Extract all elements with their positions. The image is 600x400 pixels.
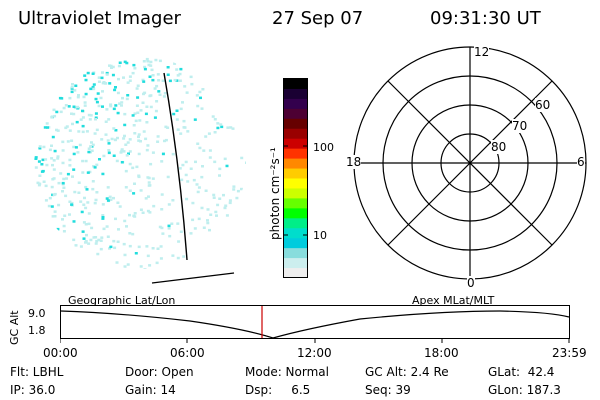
colorbar — [283, 78, 308, 278]
door-status: Door: Open — [125, 365, 194, 379]
date-label: 27 Sep 07 — [272, 8, 364, 29]
left-plot-title: Geographic Lat/Lon — [68, 294, 176, 307]
seq-status: Seq: 39 — [365, 383, 411, 397]
gain-status: Gain: 14 — [125, 383, 176, 397]
x-tick-0000: 00:00 — [43, 346, 78, 360]
mode-status: Mode: Normal — [245, 365, 329, 379]
x-tick-1800: 18:00 — [424, 346, 459, 360]
dsp-status: Dsp: 6.5 — [245, 383, 311, 397]
uv-image-panel — [34, 57, 246, 284]
lat-label-60: 60 — [535, 98, 551, 112]
x-tick-2359: 23:59 — [552, 346, 587, 360]
mlt-label-0: 0 — [467, 276, 475, 290]
glat-status: GLat: 42.4 — [488, 365, 555, 379]
gc-alt-status: GC Alt: 2.4 Re — [365, 365, 449, 379]
mlt-label-18: 18 — [346, 155, 362, 169]
lat-label-80: 80 — [491, 140, 507, 154]
ip-status: IP: 36.0 — [10, 383, 56, 397]
terminator-line — [163, 72, 188, 261]
y-tick-9: 9.0 — [28, 307, 46, 320]
uv-image-disk — [34, 57, 246, 269]
altitude-curve — [60, 310, 570, 339]
x-tick-0600: 06:00 — [170, 346, 205, 360]
polar-grid — [353, 46, 587, 280]
altitude-plot — [60, 305, 570, 343]
lat-label-70: 70 — [512, 119, 528, 133]
y-axis-label: GC Alt — [8, 310, 21, 345]
mlt-label-12: 12 — [474, 45, 490, 59]
colorbar-tick-10: 10 — [313, 229, 327, 242]
limb-line — [151, 272, 235, 284]
x-tick-1200: 12:00 — [297, 346, 332, 360]
right-plot-title: Apex MLat/MLT — [412, 294, 495, 307]
glon-status: GLon: 187.3 — [488, 383, 561, 397]
y-tick-1-8: 1.8 — [28, 324, 46, 337]
mlt-label-6: 6 — [577, 155, 585, 169]
colorbar-tick-100: 100 — [313, 141, 334, 154]
filter-status: Flt: LBHL — [10, 365, 64, 379]
colorbar-unit-label: photon cm⁻²s⁻¹ — [268, 147, 282, 240]
time-label: 09:31:30 UT — [430, 8, 541, 29]
instrument-title: Ultraviolet Imager — [18, 8, 181, 29]
